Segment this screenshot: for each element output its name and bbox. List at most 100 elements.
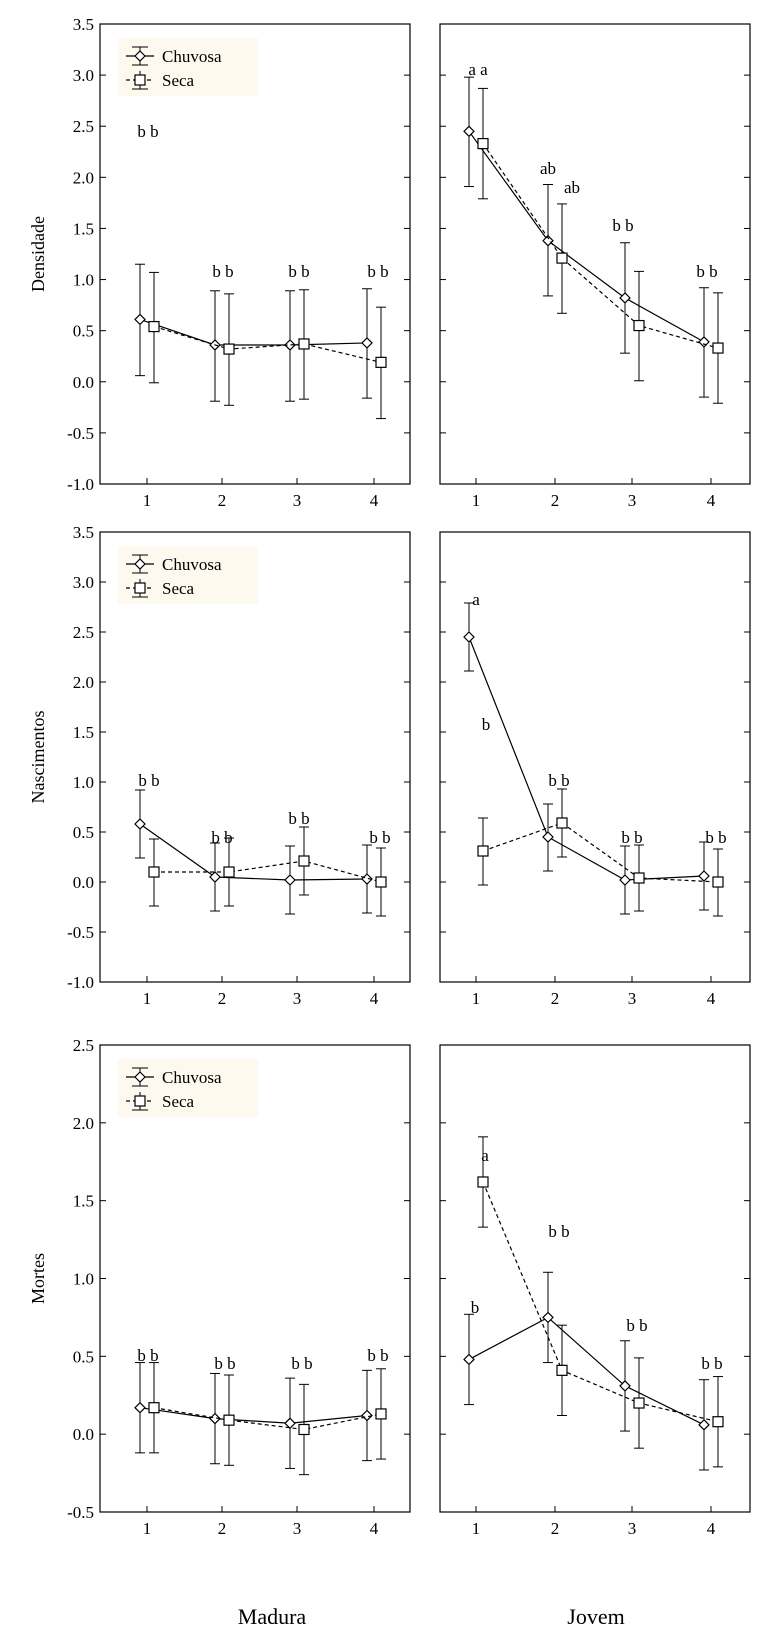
legend-label-chuvosa: Chuvosa (162, 555, 222, 574)
y-tick-label: 0.5 (73, 823, 94, 842)
plot-frame (439, 23, 751, 485)
y-tick-label: 1.0 (73, 773, 94, 792)
legend-marker-chuvosa (134, 1071, 146, 1083)
y-tick-label: 3.0 (73, 66, 94, 85)
series-seca (148, 1362, 387, 1476)
data-point (361, 1409, 373, 1422)
data-point (556, 252, 568, 264)
x-tick-label: 2 (218, 1519, 227, 1538)
series-seca (477, 788, 724, 917)
series-line (139, 318, 368, 346)
data-point (619, 1380, 631, 1392)
legend: Chuvosa Seca (118, 1059, 258, 1117)
significance-label: b (482, 715, 491, 734)
panel-1-0: 3.5 3.0 2.5 2.0 1.5 1.0 0.5 0.0 -0.5 -1.0 1 2 3 4 Nasc… (28, 523, 411, 1008)
series-line (468, 130, 705, 343)
y-tick-label: 3.5 (73, 523, 94, 542)
series-line (153, 1407, 382, 1431)
legend: Chuvosa Seca (118, 546, 258, 604)
significance-label: b b (621, 828, 642, 847)
significance-label: b b (367, 1346, 388, 1365)
legend-label-seca: Seca (162, 579, 195, 598)
data-point (148, 1402, 160, 1414)
panel-0-0: 3.5 3.0 2.5 2.0 1.5 1.0 0.5 0.0 -0.5 -1.0 1 2 3 4 Dens… (28, 15, 411, 510)
x-tick-label: 2 (551, 1519, 560, 1538)
y-tick-label: 1.5 (73, 723, 94, 742)
data-point (148, 866, 160, 878)
data-point (298, 338, 310, 350)
x-tick-label: 3 (293, 989, 302, 1008)
x-tick-label: 1 (472, 1519, 481, 1538)
plot-frame (439, 531, 751, 983)
legend-marker-seca (134, 1095, 146, 1107)
series-seca (148, 271, 387, 420)
data-point (633, 1397, 645, 1409)
series-line (153, 326, 382, 363)
x-tick-label: 3 (293, 491, 302, 510)
data-point (542, 831, 554, 843)
legend: Chuvosa Seca (118, 38, 258, 96)
x-tick-label: 2 (551, 491, 560, 510)
data-point (298, 855, 310, 867)
y-tick-label: 1.5 (73, 219, 94, 238)
data-point (542, 1311, 554, 1324)
data-point (698, 870, 710, 882)
y-tick-label: 0.0 (73, 373, 94, 392)
series-chuvosa (134, 1362, 373, 1469)
significance-label: b b (626, 1316, 647, 1335)
series-seca (477, 87, 724, 404)
x-tick-label: 4 (707, 989, 716, 1008)
significance-label: ab (564, 178, 580, 197)
x-tick-label: 4 (370, 491, 379, 510)
y-tick-label: -1.0 (67, 973, 94, 992)
data-point (633, 319, 645, 332)
plot-frame (99, 531, 411, 983)
significance-label: b b (212, 262, 233, 281)
legend-box (118, 38, 258, 96)
y-tick-label: 2.0 (73, 168, 94, 187)
y-tick-label: 1.0 (73, 271, 94, 290)
legend-marker-chuvosa (134, 558, 146, 570)
data-point (477, 845, 489, 857)
series-chuvosa (134, 789, 373, 915)
panel-2-1: 1 2 3 4 a b b b b b b b (439, 1044, 751, 1538)
significance-label: b b (214, 1354, 235, 1373)
significance-label: a (472, 590, 480, 609)
y-tick-label: 0.5 (73, 1347, 94, 1366)
significance-label: b b (705, 828, 726, 847)
y-tick-label: -1.0 (67, 475, 94, 494)
x-tick-label: 1 (143, 989, 152, 1008)
data-point (712, 1416, 724, 1428)
legend-marker-seca (134, 582, 146, 594)
y-tick-label: 2.0 (73, 673, 94, 692)
legend-box (118, 546, 258, 604)
plot-frame (99, 1044, 411, 1513)
data-point (542, 234, 554, 247)
series-chuvosa (463, 1271, 710, 1471)
data-point (619, 874, 631, 886)
significance-label: b b (288, 262, 309, 281)
series-chuvosa (463, 602, 710, 915)
data-point (375, 1408, 387, 1420)
y-tick-label: 0.5 (73, 322, 94, 341)
legend-box (118, 1059, 258, 1117)
data-point (556, 1364, 568, 1376)
data-point (698, 1418, 710, 1431)
data-point (477, 1176, 489, 1188)
series-line (154, 860, 382, 883)
data-point (284, 874, 296, 886)
y-tick-label: -0.5 (67, 424, 94, 443)
significance-label: b b (291, 1354, 312, 1373)
x-tick-label: 3 (628, 491, 637, 510)
x-tick-label: 3 (628, 989, 637, 1008)
x-tick-label: 2 (218, 989, 227, 1008)
data-point (633, 872, 645, 884)
series-seca (148, 826, 387, 917)
y-tick-label: 2.5 (73, 1036, 94, 1055)
x-tick-label: 3 (293, 1519, 302, 1538)
x-tick-label: 2 (218, 491, 227, 510)
data-point (619, 292, 631, 304)
significance-label: ab (540, 159, 556, 178)
series-chuvosa (134, 263, 373, 402)
